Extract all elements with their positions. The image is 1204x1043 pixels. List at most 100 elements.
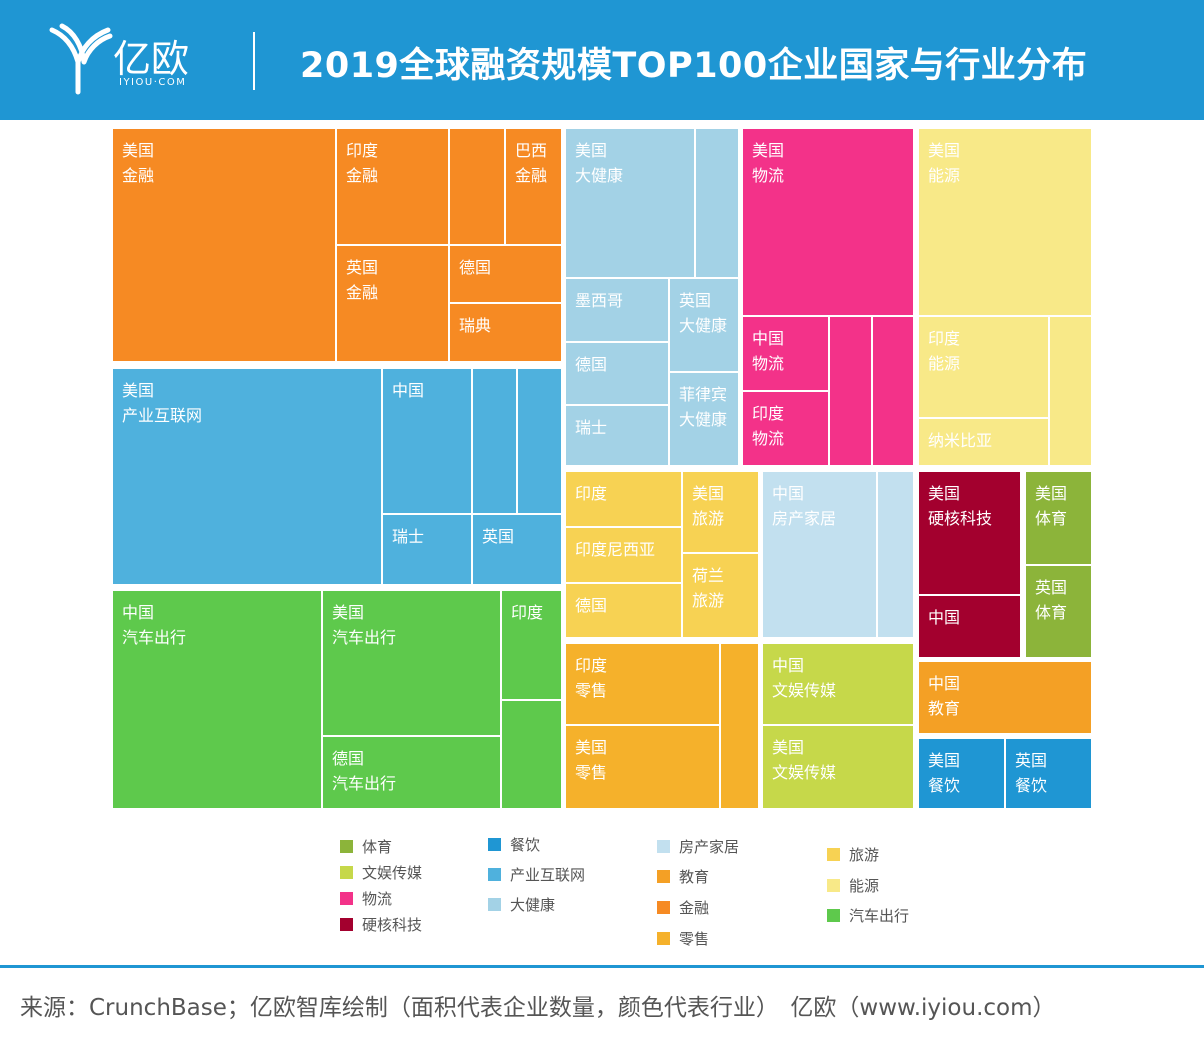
treemap-cell: 英国 xyxy=(471,513,563,586)
cell-industry-label: 餐饮 xyxy=(928,776,960,795)
treemap-block xyxy=(917,127,1093,317)
treemap-block xyxy=(111,367,383,586)
treemap-cell xyxy=(516,367,563,515)
treemap-cell: 纳米比亚 xyxy=(917,417,1050,467)
treemap-block xyxy=(876,470,915,639)
cell-industry-label: 零售 xyxy=(575,681,607,700)
treemap-block xyxy=(741,127,915,317)
treemap-block xyxy=(381,367,473,515)
treemap-block xyxy=(111,589,323,810)
legend-label: 产业互联网 xyxy=(510,865,586,884)
cell-country-label: 美国 xyxy=(122,381,154,400)
brand-domain: IYIOU·COM xyxy=(119,77,187,88)
treemap-cell xyxy=(871,315,915,467)
treemap-block xyxy=(719,642,760,810)
cell-country-label: 印度 xyxy=(575,484,607,503)
treemap-cell: 瑞典 xyxy=(448,302,563,363)
legend-item: 教育 xyxy=(657,865,709,887)
cell-industry-label: 汽车出行 xyxy=(332,774,396,793)
cell-country-label: 美国 xyxy=(772,738,804,757)
legend-item: 汽车出行 xyxy=(827,904,909,926)
cell-industry-label: 金融 xyxy=(122,166,154,185)
treemap-block xyxy=(917,594,1022,659)
treemap-block xyxy=(564,470,683,528)
legend-item: 物流 xyxy=(340,887,392,909)
treemap-block xyxy=(917,315,1050,419)
cell-industry-label: 汽车出行 xyxy=(122,628,186,647)
cell-country-label: 英国 xyxy=(346,258,378,277)
legend-item: 房产家居 xyxy=(657,835,739,857)
cell-country-label: 德国 xyxy=(575,596,607,615)
cell-country-label: 印度尼西亚 xyxy=(575,540,655,559)
cell-country-label: 中国 xyxy=(772,656,804,675)
treemap-block xyxy=(761,642,915,726)
cell-industry-label: 旅游 xyxy=(692,509,724,528)
cell-country-label: 英国 xyxy=(1035,578,1067,597)
treemap-block xyxy=(1024,564,1093,659)
cell-industry-label: 能源 xyxy=(928,166,960,185)
treemap-cell: 印度 xyxy=(500,589,563,701)
cell-country-label: 中国 xyxy=(752,329,784,348)
cell-industry-label: 大健康 xyxy=(575,166,623,185)
treemap-block xyxy=(321,589,502,737)
cell-industry-label: 旅游 xyxy=(692,591,724,610)
legend-swatch xyxy=(340,891,353,905)
legend-label: 餐饮 xyxy=(510,835,541,854)
cell-industry-label: 物流 xyxy=(752,429,784,448)
treemap-block xyxy=(564,404,670,467)
cell-industry-label: 餐饮 xyxy=(1015,776,1047,795)
cell-country-label: 美国 xyxy=(575,141,607,160)
legend-swatch xyxy=(657,931,670,945)
treemap-block xyxy=(828,315,873,467)
treemap-cell: 瑞士 xyxy=(381,513,473,586)
legend-item: 硬核科技 xyxy=(340,913,422,935)
source-note: 来源：CrunchBase；亿欧智库绘制（面积代表企业数量，颜色代表行业） 亿欧… xyxy=(20,995,1056,1021)
brand-name: 亿欧 xyxy=(113,37,190,81)
treemap-block xyxy=(564,526,683,584)
cell-country-label: 美国 xyxy=(928,141,960,160)
cell-industry-label: 金融 xyxy=(346,166,378,185)
legend-swatch xyxy=(340,865,353,879)
cell-industry-label: 文娱传媒 xyxy=(772,681,836,700)
treemap-cell: 印度尼西亚 xyxy=(564,526,683,584)
legend-swatch xyxy=(827,908,840,922)
legend-swatch xyxy=(488,897,501,911)
legend-label: 能源 xyxy=(849,876,880,895)
cell-country-label: 菲律宾 xyxy=(679,385,727,404)
cell-country-label: 瑞典 xyxy=(459,316,491,335)
cell-country-label: 巴西 xyxy=(515,141,547,160)
treemap-cell xyxy=(828,315,873,467)
treemap-block xyxy=(694,127,740,279)
cell-country-label: 印度 xyxy=(575,656,607,675)
treemap-block xyxy=(917,737,1006,810)
treemap-cell: 德国 xyxy=(564,341,670,406)
treemap-block xyxy=(335,127,450,246)
legend-item: 零售 xyxy=(657,927,709,949)
treemap-block xyxy=(500,589,563,701)
cell-industry-label: 产业互联网 xyxy=(122,406,202,425)
legend-swatch xyxy=(657,839,670,853)
treemap-block xyxy=(1004,737,1093,810)
cell-country-label: 中国 xyxy=(392,381,424,400)
treemap-block xyxy=(564,582,683,639)
treemap-block xyxy=(681,552,760,639)
legend-label: 汽车出行 xyxy=(849,906,910,925)
cell-country-label: 印度 xyxy=(346,141,378,160)
legend-item: 体育 xyxy=(340,835,392,857)
legend-swatch xyxy=(488,867,501,881)
